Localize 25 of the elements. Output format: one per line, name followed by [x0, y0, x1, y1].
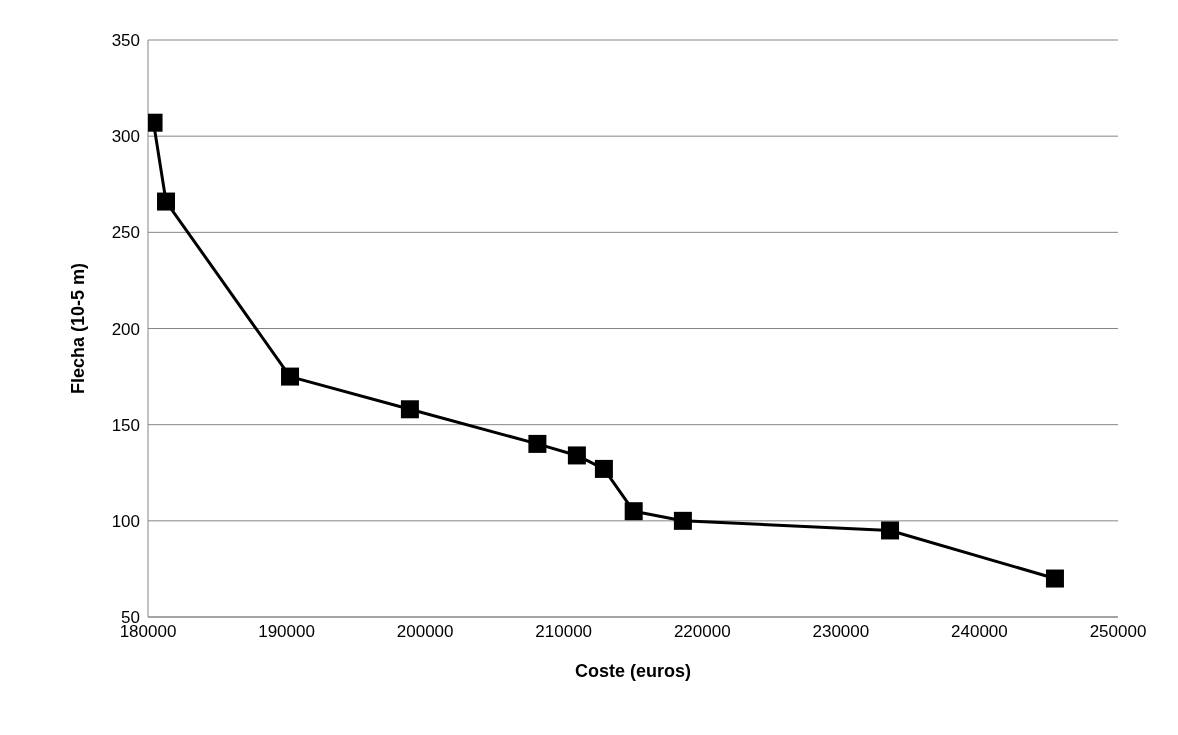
- point: [528, 434, 547, 453]
- y-tick-label: 300: [111, 127, 140, 147]
- point: [624, 502, 643, 521]
- x-axis-title: Coste (euros): [574, 661, 692, 681]
- x-tick-label: 210000: [535, 622, 593, 642]
- x-tick-label: 240000: [951, 622, 1008, 642]
- x-tick-label: 190000: [258, 622, 315, 642]
- y-tick-label: 100: [111, 511, 140, 531]
- x-tick-label: 220000: [673, 622, 731, 642]
- x-tick-label: 250000: [1089, 622, 1147, 642]
- point: [1045, 569, 1064, 588]
- point: [594, 459, 613, 478]
- y-tick-label: 350: [111, 31, 140, 51]
- y-tick-label: 150: [111, 415, 140, 435]
- point: [400, 400, 419, 419]
- x-tick-label: 200000: [396, 622, 454, 642]
- point: [281, 367, 300, 386]
- y-tick-label: 250: [111, 223, 140, 243]
- x-tick-label: 230000: [812, 622, 870, 642]
- point: [673, 511, 692, 530]
- point: [567, 446, 586, 465]
- point: [157, 192, 176, 211]
- y-tick-label: 200: [111, 319, 140, 339]
- y-axis-title: Flecha (10-5 m): [68, 262, 89, 395]
- point: [881, 521, 900, 540]
